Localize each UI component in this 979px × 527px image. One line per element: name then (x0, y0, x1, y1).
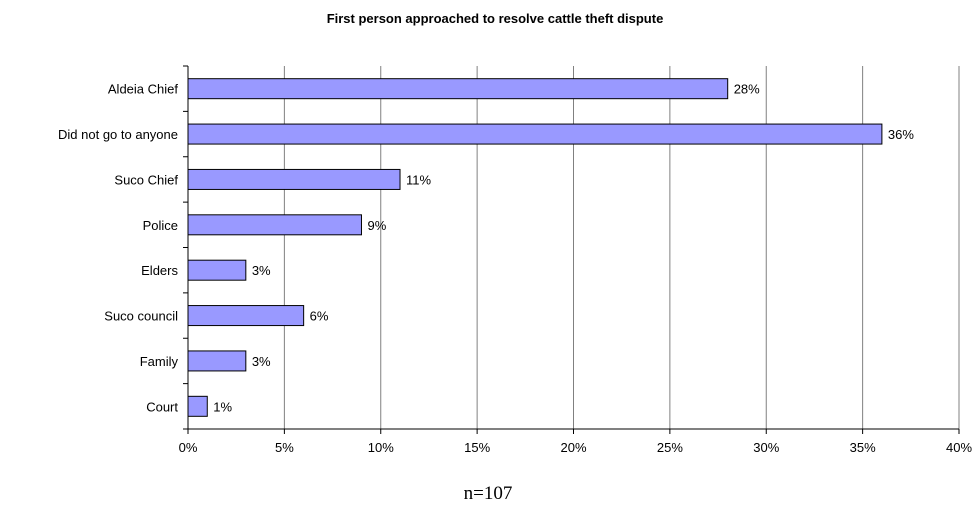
bar-family (187, 350, 247, 372)
category-label: Police (143, 218, 178, 233)
x-tick-label: 5% (275, 440, 294, 455)
data-label: 3% (252, 263, 271, 278)
bar-aldeia-chief (187, 78, 729, 100)
category-label: Court (146, 399, 178, 414)
data-label: 36% (888, 127, 914, 142)
data-label: 3% (252, 354, 271, 369)
category-label: Suco council (104, 309, 178, 324)
bar-police (187, 214, 362, 236)
data-label: 11% (406, 172, 431, 187)
category-label: Elders (141, 263, 178, 278)
x-tick-label: 0% (179, 440, 198, 455)
category-label: Did not go to anyone (58, 127, 178, 142)
x-tick-label: 40% (946, 440, 972, 455)
x-tick-label: 20% (560, 440, 586, 455)
bars (187, 78, 883, 417)
data-label: 28% (734, 82, 760, 97)
category-label: Family (140, 354, 179, 369)
grid-lines (283, 66, 960, 429)
chart-title: First person approached to resolve cattl… (327, 11, 664, 26)
tick-labels: 0% 5% 10% 15% 20% 25% 30% 35% 40% (179, 440, 973, 455)
bar-court (187, 395, 208, 417)
data-label: 9% (367, 218, 386, 233)
sample-size-note: n=107 (464, 483, 513, 504)
axes (183, 65, 960, 434)
x-tick-label: 15% (464, 440, 490, 455)
category-label: Suco Chief (114, 172, 178, 187)
category-label: Aldeia Chief (108, 82, 178, 97)
bar-suco-chief (187, 168, 401, 190)
bar-elders (187, 259, 247, 281)
x-tick-label: 35% (850, 440, 876, 455)
x-tick-label: 30% (753, 440, 779, 455)
bar-suco-council (187, 305, 305, 327)
bar-did-not-go-to-anyone (187, 123, 883, 145)
category-labels: Aldeia Chief Did not go to anyone Suco Chi… (58, 82, 178, 415)
data-labels: 28% 36% 11% 9% 3% 6% 3% 1% (213, 82, 914, 415)
x-tick-label: 10% (368, 440, 394, 455)
data-label: 1% (213, 399, 232, 414)
data-label: 6% (310, 309, 329, 324)
x-tick-label: 25% (657, 440, 683, 455)
